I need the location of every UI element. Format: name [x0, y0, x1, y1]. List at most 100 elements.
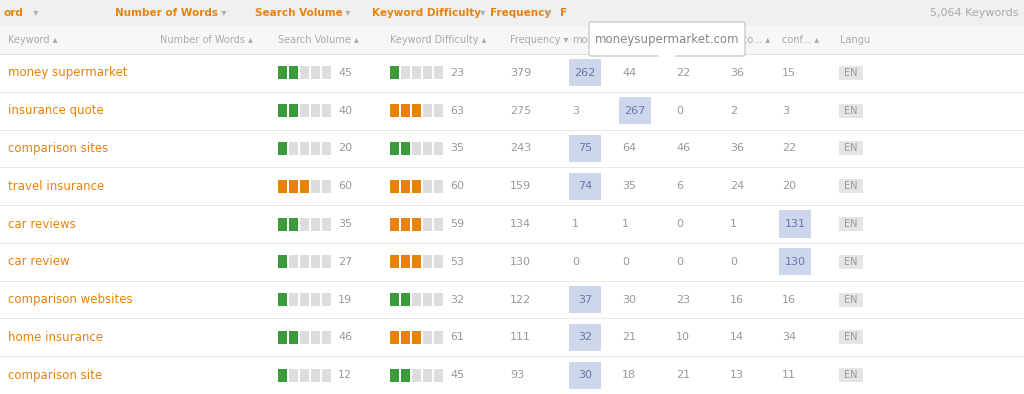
Bar — [401, 66, 410, 79]
Bar — [401, 104, 410, 117]
Text: 2: 2 — [730, 106, 737, 116]
Bar — [390, 369, 399, 382]
Text: Number of Words: Number of Words — [115, 8, 218, 18]
Bar — [300, 293, 309, 306]
Text: 60: 60 — [338, 181, 352, 191]
Bar — [322, 180, 331, 193]
Text: 16: 16 — [730, 295, 744, 305]
Text: ▾: ▾ — [477, 8, 485, 18]
Bar — [0, 0, 1024, 26]
Bar — [779, 210, 811, 238]
Text: Keyword ▴: Keyword ▴ — [8, 35, 57, 45]
Bar — [412, 142, 421, 155]
Text: 10: 10 — [676, 332, 690, 342]
Bar — [322, 142, 331, 155]
Bar — [322, 293, 331, 306]
Bar — [412, 255, 421, 268]
Text: 159: 159 — [510, 181, 531, 191]
Bar — [311, 66, 319, 79]
Text: 27: 27 — [338, 257, 352, 267]
Bar — [423, 331, 432, 344]
Text: 35: 35 — [450, 143, 464, 153]
Text: 32: 32 — [450, 295, 464, 305]
Text: 267: 267 — [625, 106, 645, 116]
Bar — [278, 293, 287, 306]
Text: 46: 46 — [676, 143, 690, 153]
Bar — [311, 142, 319, 155]
Text: EN: EN — [844, 106, 858, 116]
Text: 275: 275 — [510, 106, 531, 116]
Text: EN: EN — [844, 143, 858, 153]
Text: 45: 45 — [450, 370, 464, 380]
Bar — [423, 142, 432, 155]
Bar — [311, 104, 319, 117]
Bar — [401, 331, 410, 344]
Text: 6: 6 — [676, 181, 683, 191]
Bar — [423, 104, 432, 117]
Bar — [289, 331, 298, 344]
Bar — [390, 142, 399, 155]
Bar — [0, 92, 1024, 130]
Bar — [401, 217, 410, 230]
Text: insurance quote: insurance quote — [8, 104, 103, 117]
Bar — [423, 180, 432, 193]
Text: 21: 21 — [622, 332, 636, 342]
Text: 36: 36 — [730, 68, 744, 78]
Bar — [569, 59, 601, 87]
Bar — [278, 217, 287, 230]
Text: ▾: ▾ — [543, 8, 552, 18]
Bar — [322, 369, 331, 382]
Bar — [390, 104, 399, 117]
Text: 0: 0 — [676, 257, 683, 267]
Bar — [322, 255, 331, 268]
Bar — [390, 217, 399, 230]
Text: Keyword Difficulty ▴: Keyword Difficulty ▴ — [390, 35, 486, 45]
Bar — [839, 179, 863, 193]
Text: conf... ▴: conf... ▴ — [782, 35, 819, 45]
Bar — [401, 142, 410, 155]
Text: 36: 36 — [730, 143, 744, 153]
Bar — [569, 173, 601, 200]
Text: 35: 35 — [338, 219, 352, 229]
Text: EN: EN — [844, 219, 858, 229]
Text: Langu: Langu — [840, 35, 870, 45]
Text: 20: 20 — [338, 143, 352, 153]
Bar — [390, 66, 399, 79]
Text: 32: 32 — [578, 332, 592, 342]
Bar — [423, 293, 432, 306]
Text: 34: 34 — [782, 332, 796, 342]
Text: ▾: ▾ — [218, 8, 226, 18]
Bar — [0, 243, 1024, 281]
Text: Frequency ▾: Frequency ▾ — [510, 35, 568, 45]
Bar — [0, 318, 1024, 356]
Bar — [289, 369, 298, 382]
Bar — [300, 104, 309, 117]
Text: 21: 21 — [676, 370, 690, 380]
Text: Search Volume: Search Volume — [255, 8, 343, 18]
Bar — [311, 255, 319, 268]
Bar — [289, 104, 298, 117]
Bar — [401, 180, 410, 193]
Text: ▾: ▾ — [30, 8, 39, 18]
Text: 243: 243 — [510, 143, 531, 153]
Bar — [322, 104, 331, 117]
Text: 0: 0 — [676, 219, 683, 229]
Bar — [0, 205, 1024, 243]
Bar — [311, 217, 319, 230]
Text: 15: 15 — [782, 68, 796, 78]
Bar — [434, 180, 443, 193]
Bar — [0, 356, 1024, 394]
Text: EN: EN — [844, 370, 858, 380]
Bar — [434, 104, 443, 117]
Text: 74: 74 — [578, 181, 592, 191]
Bar — [412, 331, 421, 344]
Text: 11: 11 — [782, 370, 796, 380]
Text: 61: 61 — [450, 332, 464, 342]
Text: car reviews: car reviews — [8, 217, 76, 230]
Text: 13: 13 — [730, 370, 744, 380]
Bar — [423, 369, 432, 382]
Bar — [412, 180, 421, 193]
Text: EN: EN — [844, 181, 858, 191]
Text: EN: EN — [844, 332, 858, 342]
Bar — [412, 369, 421, 382]
